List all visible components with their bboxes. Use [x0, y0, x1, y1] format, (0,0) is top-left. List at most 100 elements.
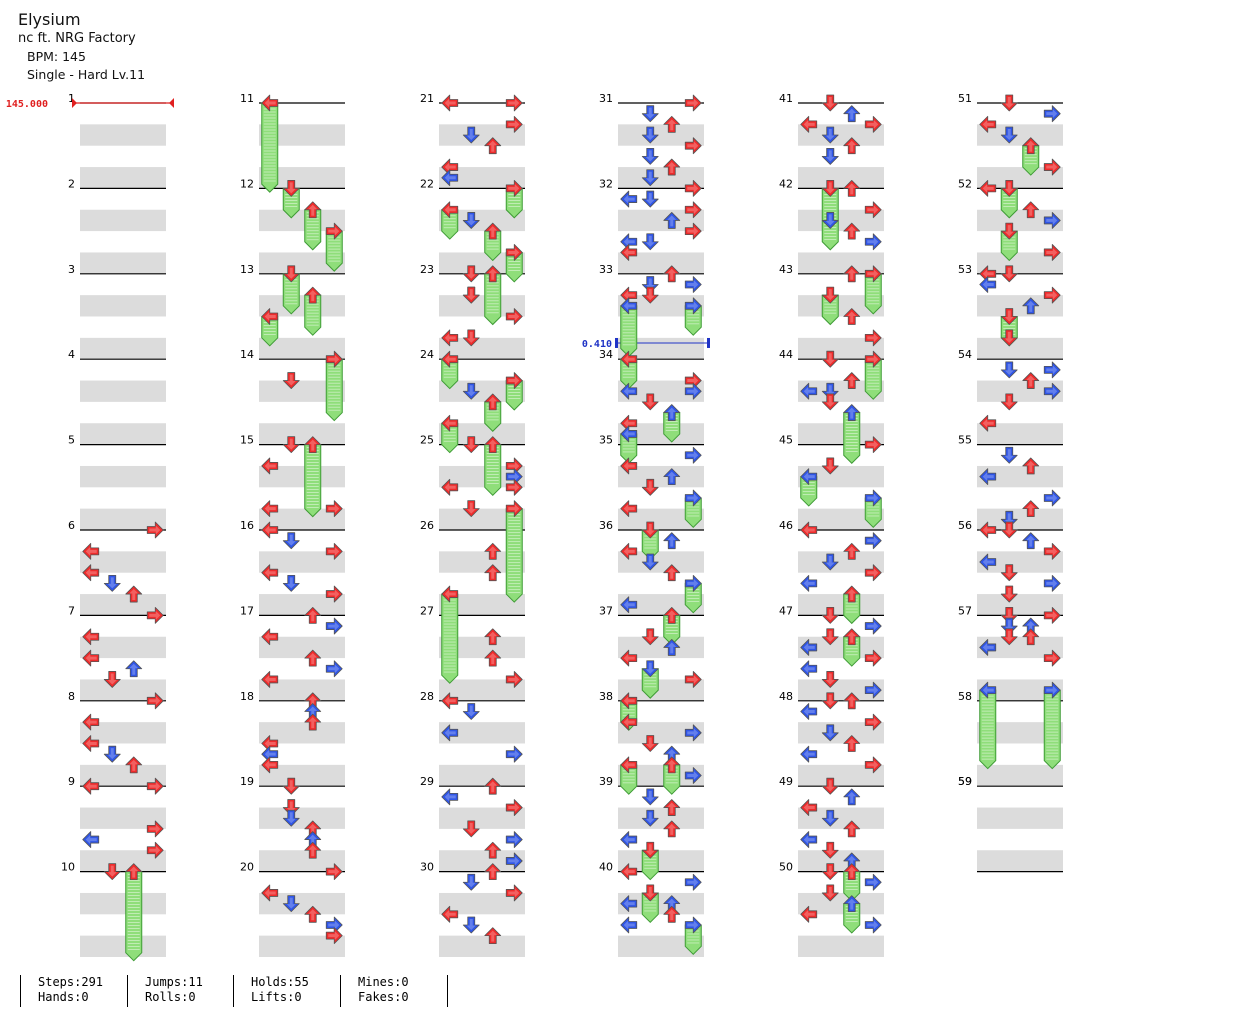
arrow-shape: [821, 393, 839, 411]
arrow-shape: [282, 777, 300, 795]
left-arrow-icon: [620, 457, 638, 475]
arrow-highlight: [85, 568, 97, 578]
beat-stripe: [80, 892, 166, 915]
arrow-highlight: [107, 865, 117, 877]
arrow-highlight: [286, 534, 296, 546]
up-arrow-icon: [125, 585, 143, 603]
arrow-shape: [1000, 222, 1018, 240]
beat-stripe: [439, 935, 525, 957]
right-arrow-icon: [864, 265, 882, 283]
right-arrow-icon: [864, 713, 882, 731]
beat-stripe: [798, 337, 884, 360]
arrow-highlight: [286, 780, 296, 792]
measure-number: 30: [420, 861, 434, 874]
beat-stripe: [259, 465, 345, 488]
arrow-highlight: [825, 865, 835, 877]
arrow-highlight: [623, 354, 635, 364]
arrow-shape: [325, 585, 343, 603]
left-arrow-icon: [82, 542, 100, 560]
arrow-shape: [620, 244, 638, 261]
arrow-shape: [1022, 201, 1040, 219]
arrow-shape: [462, 286, 480, 304]
left-arrow-icon: [82, 831, 100, 848]
arrow-shape: [684, 873, 702, 891]
arrow-highlight: [982, 685, 994, 695]
measure-number: 32: [599, 177, 613, 190]
arrow-highlight: [645, 790, 655, 802]
arrow-highlight: [1004, 267, 1014, 279]
beat-stripe: [977, 465, 1063, 488]
beat-stripe: [259, 764, 345, 787]
arrow-highlight: [645, 737, 655, 749]
beat-stripe: [259, 508, 345, 530]
arrow-highlight: [488, 567, 498, 579]
up-arrow-icon: [843, 863, 861, 880]
beat-stripe: [798, 807, 884, 829]
arrow-highlight: [444, 98, 456, 108]
arrow-highlight: [687, 771, 699, 781]
arrow-shape: [1000, 265, 1018, 283]
arrow-shape: [103, 671, 121, 688]
up-arrow-icon: [1022, 297, 1040, 315]
arrow-highlight: [488, 546, 498, 558]
left-arrow-icon: [261, 500, 279, 518]
right-arrow-icon: [325, 660, 343, 678]
measure-number: 28: [420, 690, 434, 703]
arrow-shape: [82, 542, 100, 560]
beat-stripe: [618, 764, 704, 787]
arrow-shape: [484, 137, 502, 155]
up-arrow-icon: [484, 927, 502, 945]
arrow-shape: [821, 147, 839, 165]
arrow-shape: [843, 404, 861, 421]
arrow-shape: [663, 756, 681, 774]
beat-stripe: [80, 465, 166, 488]
up-arrow-icon: [843, 735, 861, 752]
measure-number: 1: [68, 92, 75, 105]
beat-stripe: [798, 551, 884, 573]
arrow-shape: [800, 468, 818, 486]
arrow-highlight: [623, 546, 635, 556]
arrow-highlight: [488, 140, 498, 152]
arrow-shape: [484, 393, 502, 411]
beat-stripe: [80, 252, 166, 274]
arrow-highlight: [623, 867, 635, 877]
right-arrow-icon: [684, 574, 702, 592]
arrow-highlight: [444, 205, 456, 215]
measure-number: 55: [958, 434, 972, 447]
measure-number: 8: [68, 690, 75, 703]
arrow-shape: [864, 617, 882, 635]
down-arrow-icon: [821, 628, 839, 646]
right-arrow-icon: [505, 115, 523, 133]
arrow-highlight: [687, 450, 699, 460]
right-arrow-icon: [864, 233, 882, 251]
right-arrow-icon: [325, 350, 343, 368]
left-arrow-icon: [441, 201, 459, 219]
arrow-highlight: [623, 237, 635, 247]
arrow-shape: [505, 179, 523, 197]
beat-stripe: [798, 295, 884, 317]
beat-stripe: [80, 209, 166, 232]
down-arrow-icon: [1000, 628, 1018, 646]
down-arrow-icon: [282, 809, 300, 827]
arrow-highlight: [1046, 493, 1058, 503]
arrow-highlight: [623, 461, 635, 471]
down-arrow-icon: [1000, 510, 1018, 528]
arrow-highlight: [825, 385, 835, 397]
arrow-highlight: [1026, 300, 1036, 312]
arrow-shape: [1022, 628, 1040, 646]
arrow-shape: [684, 489, 702, 507]
hold-note: [505, 508, 523, 603]
arrow-highlight: [847, 589, 857, 601]
arrow-highlight: [308, 439, 318, 451]
right-arrow-icon: [1043, 607, 1061, 624]
beat-stripe: [618, 252, 704, 274]
beat-stripe: [798, 892, 884, 915]
arrow-shape: [864, 873, 882, 891]
arrow-highlight: [667, 162, 677, 174]
beat-stripe: [798, 508, 884, 530]
stat-mines: Mines:0: [358, 975, 409, 989]
up-arrow-icon: [663, 468, 681, 486]
down-arrow-icon: [821, 350, 839, 368]
measure-number: 50: [779, 861, 793, 874]
arrow-highlight: [1004, 225, 1014, 237]
